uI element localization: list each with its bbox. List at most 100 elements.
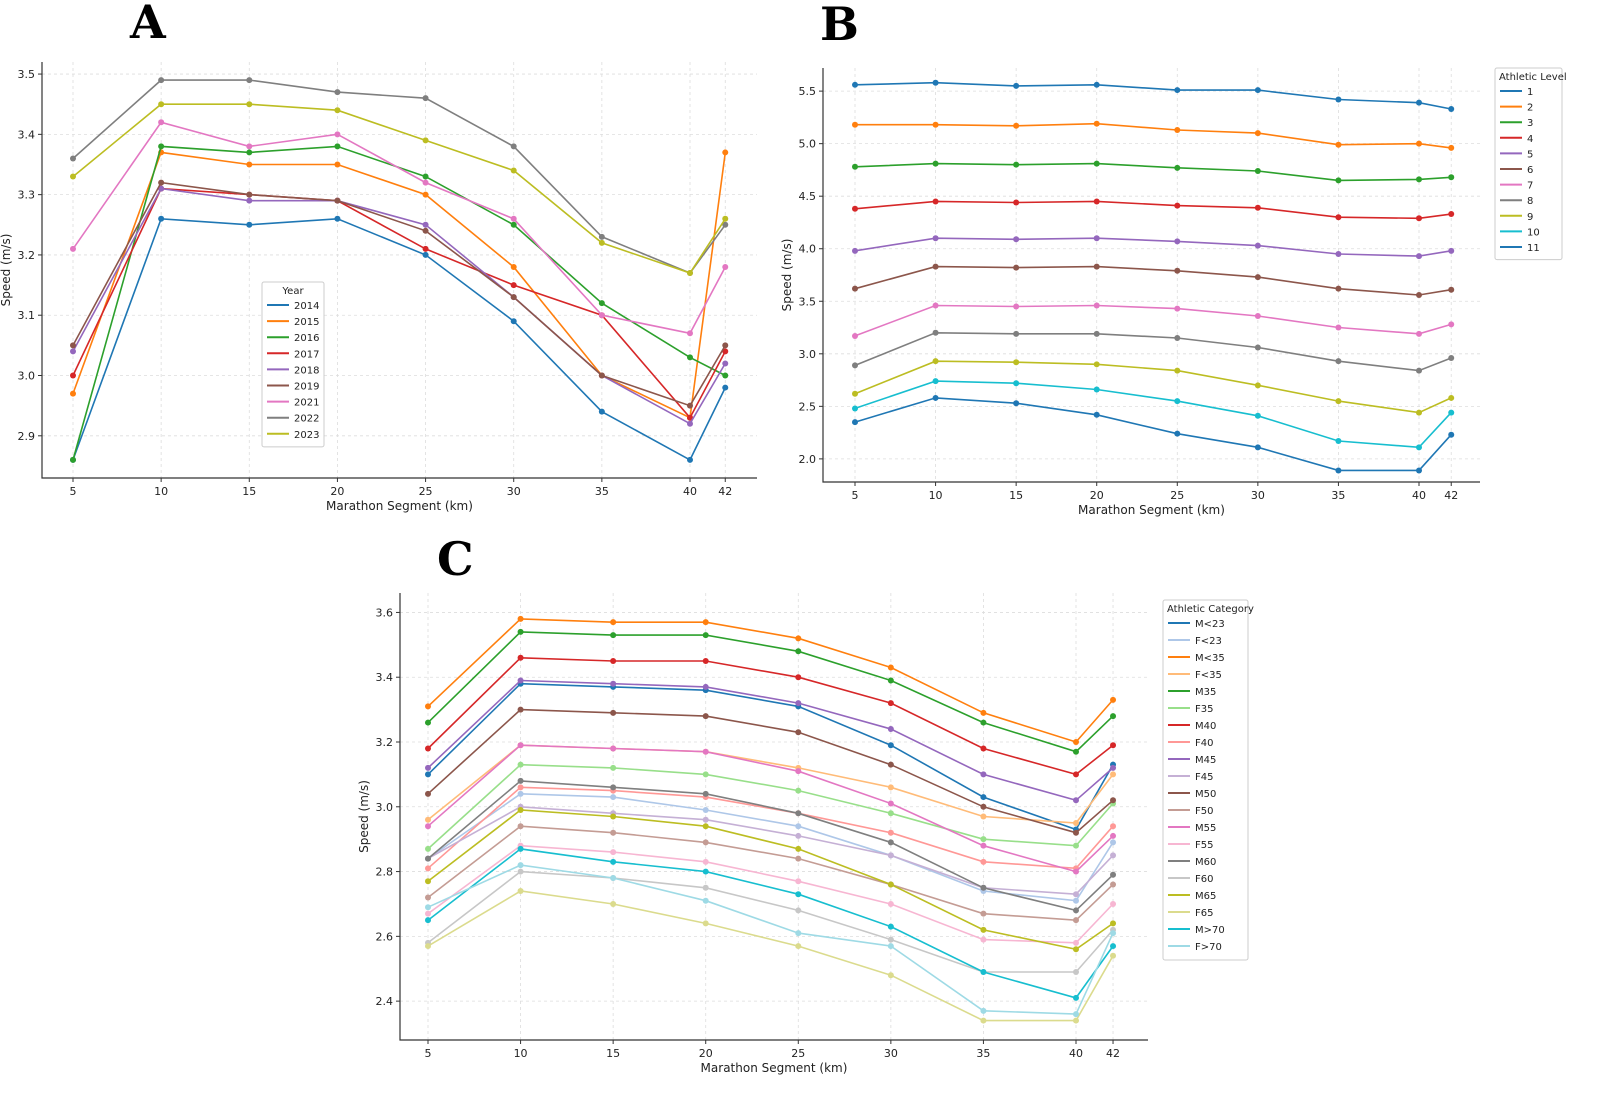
- data-point-2016: [722, 372, 729, 379]
- x-tick-label: 30: [1251, 489, 1265, 502]
- data-point-7: [1174, 305, 1181, 312]
- data-point-M45: [1110, 764, 1117, 771]
- y-axis-label: Speed (m/s): [357, 780, 371, 853]
- data-point-2019: [687, 402, 693, 409]
- data-point-2018: [687, 420, 693, 427]
- data-point-M35: [425, 719, 431, 726]
- data-point-M65: [1110, 920, 1117, 927]
- y-tick-label: 2.4: [376, 995, 394, 1008]
- legend: Athletic Level 1 2 3 4 5 6 7 8 9 10 11: [1494, 67, 1567, 261]
- series-line-10: [854, 380, 1452, 449]
- data-point-2021: [422, 179, 429, 186]
- y-axis-label: Speed (m/s): [0, 234, 13, 307]
- data-point-2016: [687, 354, 693, 361]
- data-point-F35: [425, 845, 431, 852]
- data-point-M>70: [795, 891, 802, 898]
- data-point-M50: [1073, 829, 1079, 836]
- legend-label: 2014: [294, 301, 319, 312]
- data-point-M55: [887, 800, 894, 807]
- data-point-F<23: [702, 807, 709, 814]
- data-point-2015: [246, 161, 253, 168]
- data-point-M50: [702, 713, 709, 720]
- data-point-2023: [722, 215, 729, 222]
- data-point-4: [1448, 211, 1455, 218]
- data-point-F<23: [610, 794, 617, 801]
- y-tick-label: 3.3: [18, 189, 36, 202]
- data-point-2014: [510, 318, 517, 325]
- x-axis-label: Marathon Segment (km): [1078, 503, 1225, 517]
- data-point-F<35: [1110, 771, 1117, 778]
- x-axis-label: Marathon Segment (km): [701, 1061, 848, 1075]
- data-point-1: [1254, 87, 1261, 94]
- data-point-F50: [980, 910, 987, 917]
- data-point-M35: [795, 648, 802, 655]
- data-point-2016: [422, 173, 429, 180]
- data-point-5: [1013, 236, 1020, 243]
- data-point-10: [1448, 409, 1455, 416]
- legend-label: 8: [1527, 196, 1533, 207]
- data-point-2016: [510, 221, 517, 228]
- data-point-F50: [425, 894, 431, 901]
- legend-label: F40: [1195, 738, 1213, 749]
- legend-label: 3: [1527, 118, 1533, 129]
- legend-label: M<23: [1195, 619, 1225, 630]
- data-point-2016: [334, 143, 341, 150]
- legend: Athletic Category M<23 F<23 M<35 F<35 M35 F35 M…: [1162, 599, 1254, 961]
- data-point-1: [1416, 99, 1422, 106]
- data-point-M35: [1073, 748, 1079, 755]
- data-point-2016: [246, 149, 253, 156]
- data-point-2016: [70, 456, 76, 463]
- data-point-M60: [980, 884, 987, 891]
- data-point-F65: [980, 1017, 987, 1024]
- data-point-M35: [887, 677, 894, 684]
- y-tick-label: 3.1: [18, 309, 36, 322]
- data-point-1: [1174, 87, 1181, 94]
- data-point-M45: [610, 680, 617, 687]
- legend-label: 11: [1527, 243, 1540, 254]
- data-point-M45: [1073, 797, 1079, 804]
- data-point-M45: [980, 771, 987, 778]
- data-point-3: [1416, 176, 1422, 183]
- data-point-M65: [610, 813, 617, 820]
- data-point-9: [1174, 367, 1181, 374]
- data-point-M>70: [425, 917, 431, 924]
- data-point-M60: [517, 777, 524, 784]
- x-tick-label: 40: [683, 485, 697, 498]
- data-point-F35: [887, 810, 894, 817]
- data-point-M55: [425, 823, 431, 830]
- data-point-10: [1093, 386, 1100, 393]
- data-point-2019: [334, 197, 341, 204]
- data-point-F65: [425, 943, 431, 950]
- panel-label-b: B: [820, 0, 859, 51]
- data-point-M<35: [425, 703, 431, 710]
- data-point-M<35: [1110, 696, 1117, 703]
- data-point-F55: [980, 936, 987, 943]
- legend-label: M65: [1195, 891, 1216, 902]
- data-point-2: [1448, 144, 1455, 151]
- data-point-2017: [687, 414, 693, 421]
- data-point-4: [932, 198, 939, 205]
- data-point-7: [1013, 303, 1020, 310]
- data-point-M50: [517, 706, 524, 713]
- data-point-9: [1013, 359, 1020, 366]
- legend-label: F<35: [1195, 670, 1222, 681]
- data-point-F65: [702, 920, 709, 927]
- data-point-M>70: [887, 923, 894, 930]
- data-point-11: [852, 419, 858, 426]
- data-point-M45: [887, 726, 894, 733]
- data-point-M65: [980, 926, 987, 933]
- data-point-2023: [246, 101, 253, 108]
- data-point-F35: [1073, 842, 1079, 849]
- data-point-F35: [517, 761, 524, 768]
- data-point-F<23: [1073, 897, 1079, 904]
- data-point-2021: [598, 312, 605, 319]
- data-point-F<23: [517, 790, 524, 797]
- data-point-11: [1174, 430, 1181, 437]
- data-point-2022: [158, 77, 165, 84]
- legend-label: M40: [1195, 721, 1216, 732]
- data-point-F>70: [887, 943, 894, 950]
- data-point-F40: [980, 858, 987, 865]
- data-point-2021: [510, 215, 517, 222]
- data-point-M>70: [702, 868, 709, 875]
